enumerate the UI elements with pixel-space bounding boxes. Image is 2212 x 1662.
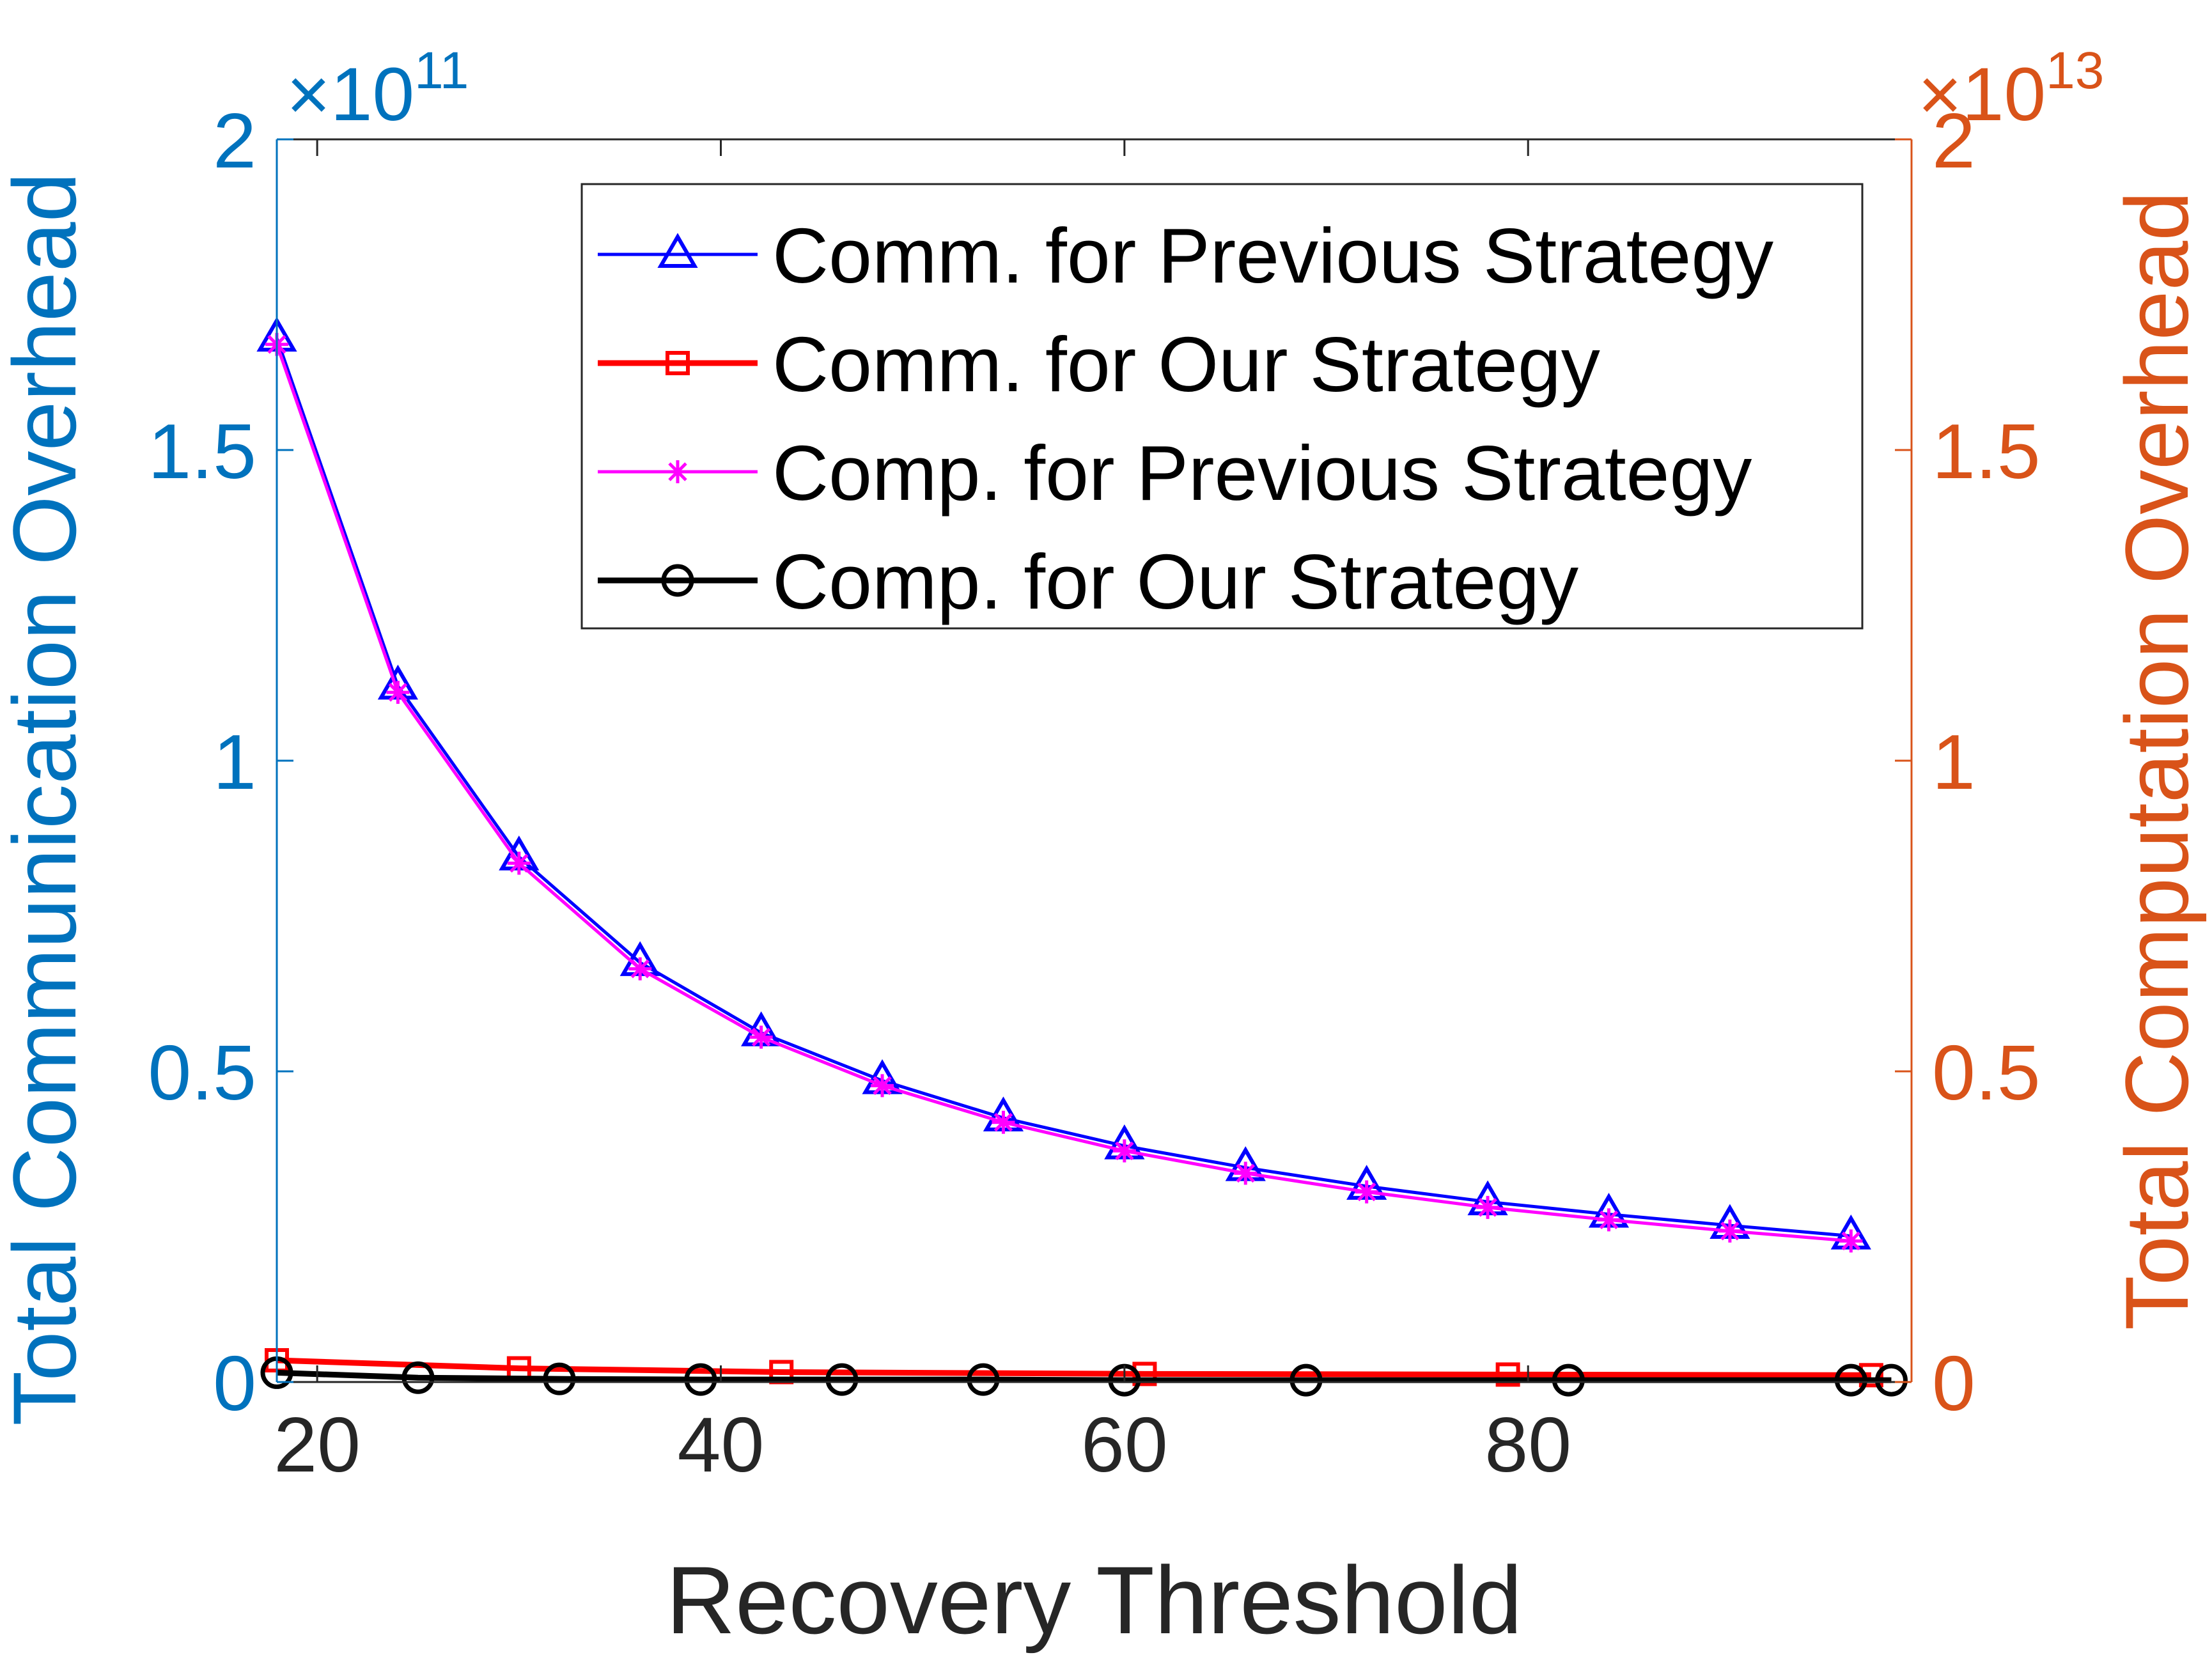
series-line-comp-for-our-strategy xyxy=(276,1369,1892,1383)
series-line-comm-for-our-strategy xyxy=(276,1357,1871,1378)
data-point-comp-for-our-strategy xyxy=(1834,1363,1867,1397)
data-point-comp-for-previous-strategy xyxy=(628,957,652,981)
legend-label-comp-for-our-strategy: Comp. for Our Strategy xyxy=(772,538,1578,625)
right-y-tick-label: 1.5 xyxy=(1932,408,2041,495)
asterisk-stroke xyxy=(630,959,650,979)
legend: Comm. for Previous Strategy Comm. for Our… xyxy=(580,183,1864,630)
data-point-comp-for-our-strategy xyxy=(401,1361,435,1394)
x-tick-label: 40 xyxy=(678,1401,765,1488)
data-point-comp-for-our-strategy xyxy=(825,1363,859,1396)
right-y-tick-label: 0.5 xyxy=(1932,1029,2041,1116)
data-point-comm-for-our-strategy xyxy=(1132,1362,1157,1386)
left-y-axis-label: Total Communication Overhead xyxy=(0,173,95,1426)
left-y-tick-label: 0 xyxy=(213,1340,256,1427)
x-axis-label: Recovery Threshold xyxy=(666,1546,1523,1654)
asterisk-stroke xyxy=(1478,1198,1497,1217)
left-exponent-base: ×10 xyxy=(286,52,414,137)
data-point-comp-for-previous-strategy xyxy=(1476,1195,1500,1219)
asterisk-stroke xyxy=(510,853,529,873)
data-point-comp-for-previous-strategy xyxy=(1112,1139,1136,1163)
asterisk-stroke xyxy=(1236,1163,1255,1183)
asterisk-stroke xyxy=(1841,1231,1861,1251)
left-y-tick-label: 0.5 xyxy=(148,1029,256,1116)
legend-marker-comp-for-previous-strategy xyxy=(666,460,689,483)
right-y-axis-label: Total Computation Overhead xyxy=(2107,191,2207,1330)
right-exponent-power: 13 xyxy=(2046,42,2104,100)
left-exponent-power: 11 xyxy=(414,42,469,100)
data-point-comp-for-previous-strategy xyxy=(507,851,531,875)
asterisk-stroke xyxy=(993,1112,1013,1132)
series-line-comp-for-previous-strategy xyxy=(275,343,1851,1243)
data-point-comp-for-our-strategy xyxy=(1874,1363,1908,1397)
x-tick-label: 60 xyxy=(1081,1401,1168,1488)
x-tick-label: 20 xyxy=(274,1401,361,1488)
asterisk-stroke xyxy=(1599,1210,1619,1230)
right-y-tick-label: 1 xyxy=(1932,718,1975,805)
asterisk-stroke xyxy=(668,462,687,481)
right-y-tick-label: 0 xyxy=(1932,1340,1975,1427)
data-point-comp-for-our-strategy xyxy=(1552,1363,1585,1397)
asterisk-stroke xyxy=(388,683,408,702)
series-line-comm-for-previous-strategy xyxy=(275,338,1851,1238)
data-point-comp-for-previous-strategy xyxy=(1234,1161,1258,1185)
data-point-comp-for-previous-strategy xyxy=(1597,1208,1621,1232)
data-point-comp-for-previous-strategy xyxy=(749,1025,773,1049)
right-exponent-label: ×1013 xyxy=(1918,42,2104,137)
legend-label-comm-for-our-strategy: Comm. for Our Strategy xyxy=(772,321,1600,408)
asterisk-stroke xyxy=(1720,1222,1740,1241)
legend-marker-comm-for-previous-strategy xyxy=(657,233,698,268)
data-point-comp-for-previous-strategy xyxy=(992,1110,1015,1134)
left-y-tick-label: 1.5 xyxy=(148,408,256,495)
data-point-comp-for-previous-strategy xyxy=(386,681,410,704)
left-y-tick-label: 2 xyxy=(213,97,256,184)
data-point-comm-for-our-strategy xyxy=(1495,1362,1520,1387)
legend-label-comm-for-previous-strategy: Comm. for Previous Strategy xyxy=(772,212,1773,299)
data-point-comp-for-our-strategy xyxy=(543,1362,576,1395)
asterisk-stroke xyxy=(873,1076,892,1096)
right-exponent-base: ×10 xyxy=(1918,52,2046,137)
left-exponent-label: ×1011 xyxy=(286,42,469,137)
legend-box xyxy=(580,183,1864,630)
legend-marker-comp-for-our-strategy xyxy=(661,564,694,597)
asterisk-stroke xyxy=(751,1027,771,1047)
data-point-comp-for-our-strategy xyxy=(1289,1363,1323,1397)
plot-area xyxy=(256,316,1908,1397)
data-point-comp-for-previous-strategy xyxy=(871,1074,894,1098)
asterisk-stroke xyxy=(1357,1182,1376,1202)
right-y-tick-label: 2 xyxy=(1932,97,1975,184)
data-point-comp-for-previous-strategy xyxy=(1355,1180,1378,1204)
data-point-comp-for-our-strategy xyxy=(967,1363,1000,1396)
data-point-comp-for-previous-strategy xyxy=(1839,1229,1863,1253)
legend-marker-comm-for-our-strategy xyxy=(666,351,690,375)
asterisk-stroke xyxy=(1115,1141,1134,1161)
data-point-comp-for-our-strategy xyxy=(684,1363,717,1396)
legend-label-comp-for-previous-strategy: Comp. for Previous Strategy xyxy=(772,430,1752,516)
data-point-comm-for-our-strategy xyxy=(1858,1363,1883,1388)
left-y-tick-label: 1 xyxy=(213,718,256,805)
x-tick-label: 80 xyxy=(1484,1401,1571,1488)
data-point-comp-for-previous-strategy xyxy=(1718,1219,1741,1243)
